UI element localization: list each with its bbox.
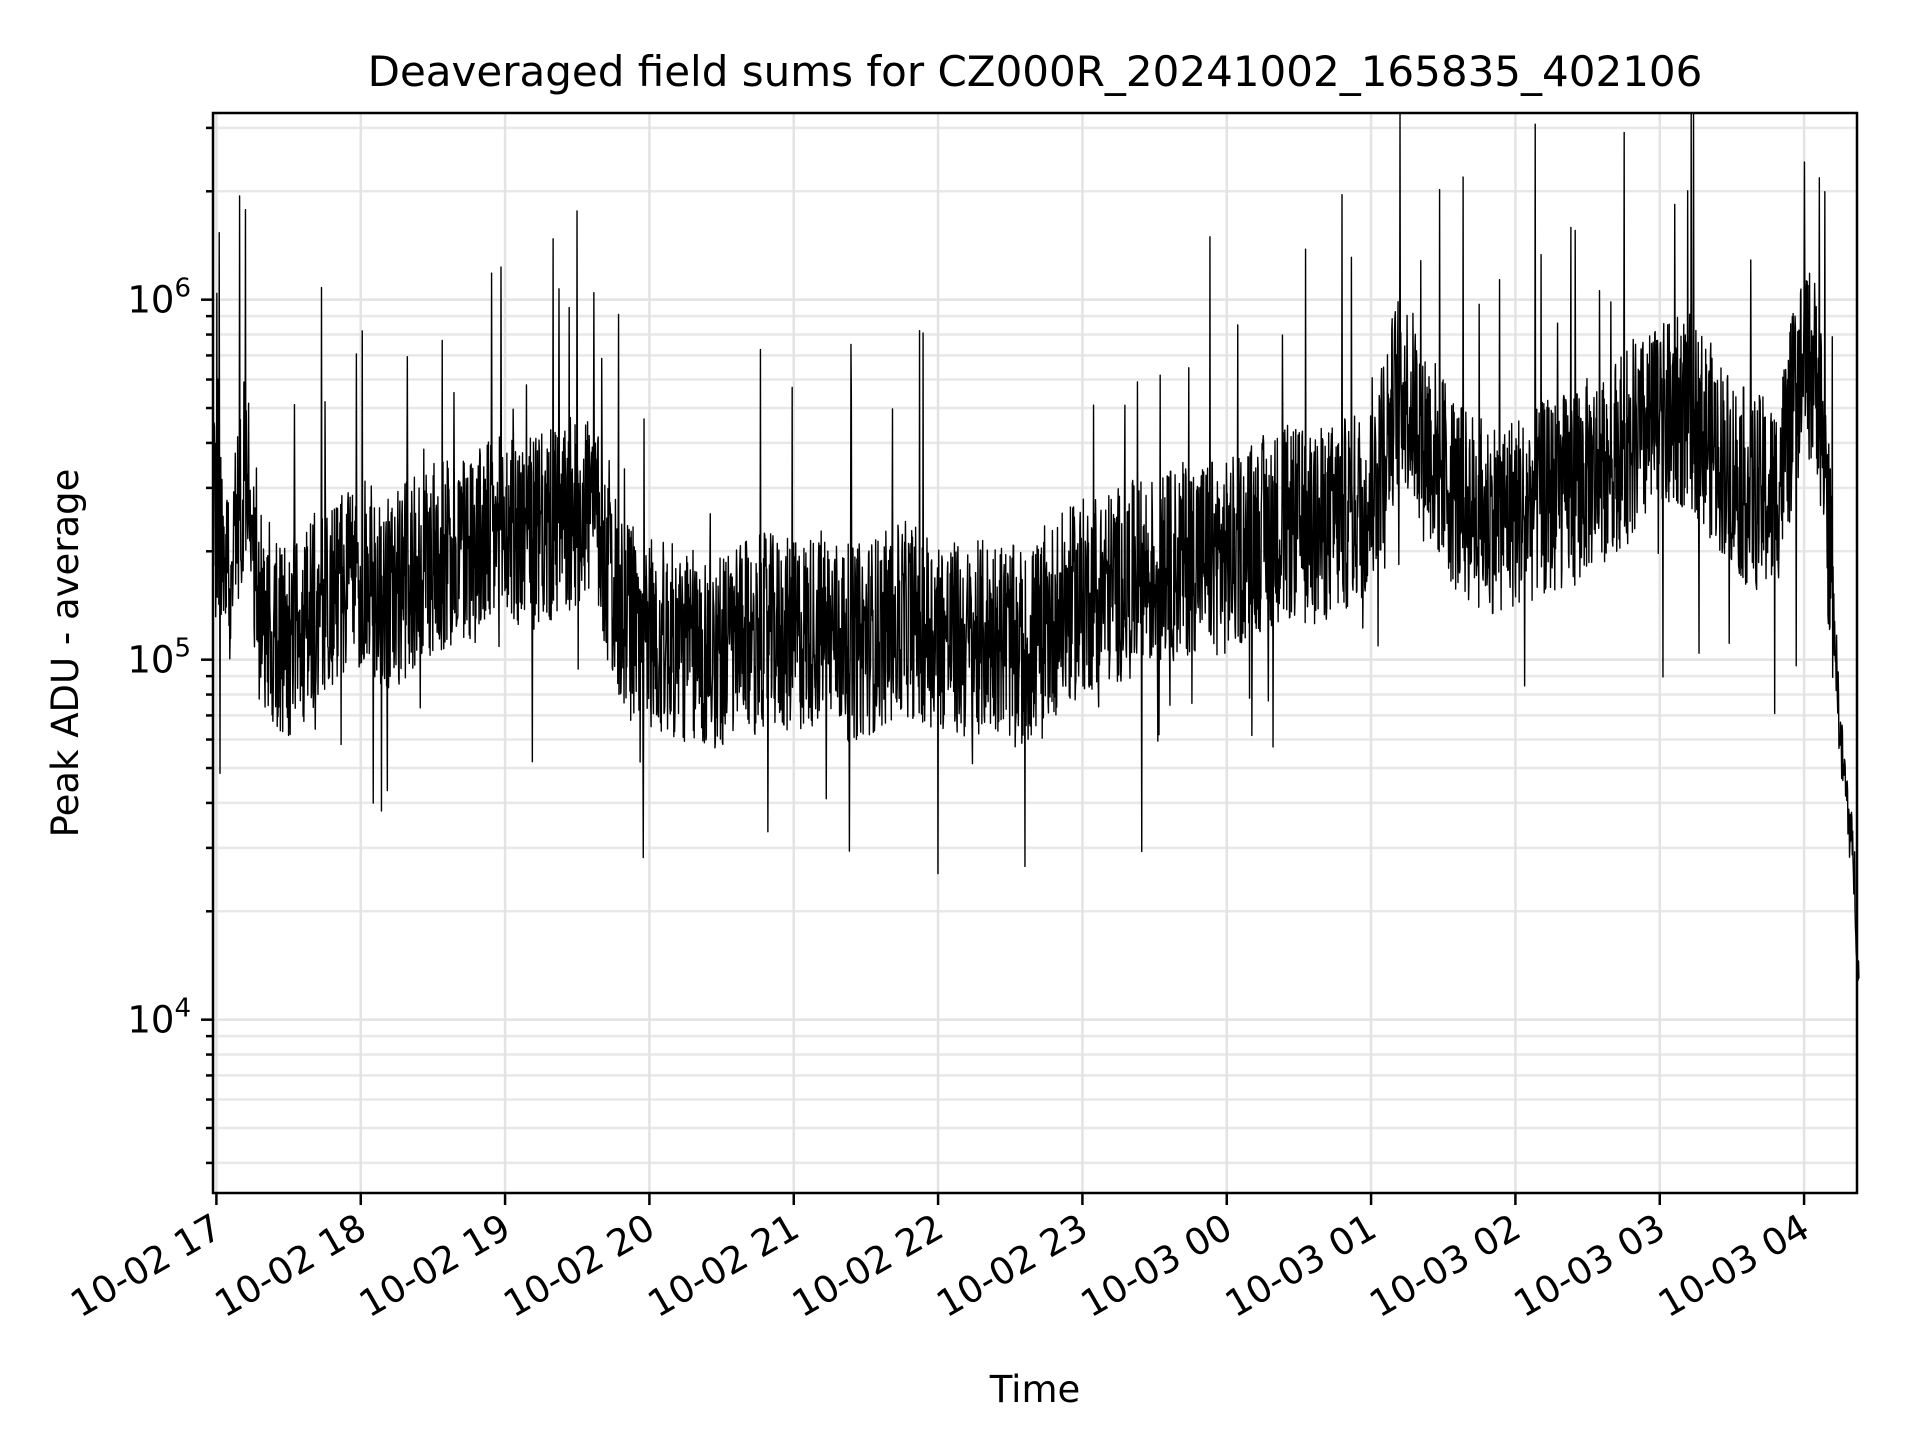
x-axis-label: Time [989, 1368, 1081, 1411]
y-tick-label: 105 [127, 634, 191, 682]
y-axis-label: Peak ADU - average [44, 469, 87, 838]
series-layer [212, 112, 1860, 984]
y-axis: 104 105 106 [127, 126, 213, 1165]
chart-title: Deaveraged field sums for CZ000R_2024100… [368, 47, 1703, 96]
grid [213, 113, 1857, 1193]
y-tick-label: 106 [127, 274, 191, 322]
y-tick-label: 104 [127, 994, 191, 1042]
plot-frame [211, 111, 1859, 1195]
data-series-line [212, 112, 1860, 984]
